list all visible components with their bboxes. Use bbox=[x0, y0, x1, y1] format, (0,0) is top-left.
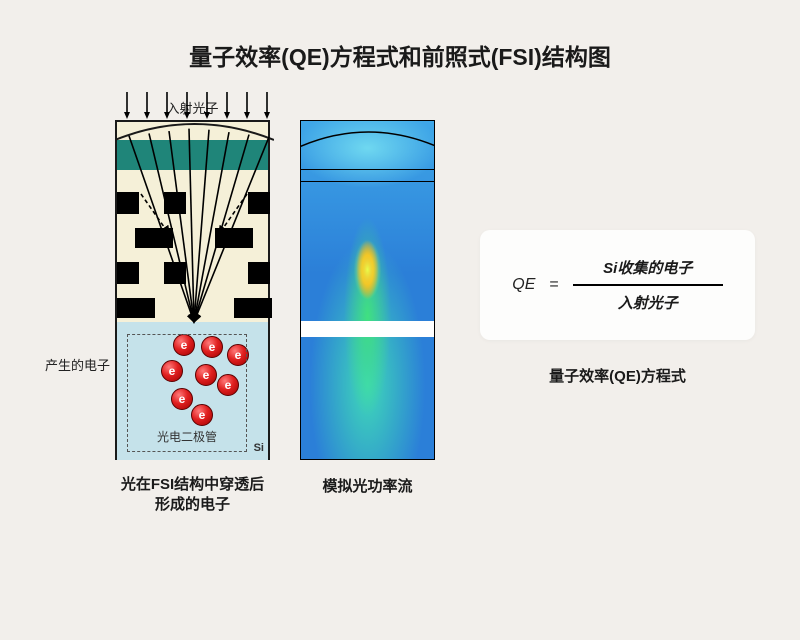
generated-electrons-label: 产生的电子 bbox=[40, 355, 110, 374]
eq-equals: = bbox=[549, 276, 558, 294]
eq-fraction: Si收集的电子 入射光子 bbox=[573, 255, 723, 315]
eq-lhs: QE bbox=[512, 276, 535, 294]
panel-a-caption: 光在FSI结构中穿透后 形成的电子 bbox=[100, 475, 285, 516]
equation-panel: QE = Si收集的电子 入射光子 量子效率(QE)方程式 bbox=[480, 230, 755, 340]
fsi-cross-section: eeeeeeee 光电二极管 Si bbox=[115, 120, 270, 460]
heatmap-gap bbox=[301, 321, 434, 329]
panel-a-caption-l2: 形成的电子 bbox=[155, 496, 230, 513]
incident-arrows bbox=[115, 92, 270, 120]
power-flow-heatmap bbox=[300, 120, 435, 460]
heatmap-guide-line bbox=[301, 169, 434, 170]
si-label: Si bbox=[254, 442, 264, 454]
heatmap-guide-line bbox=[301, 181, 434, 182]
eq-denominator: 入射光子 bbox=[606, 290, 690, 315]
page-title: 量子效率(QE)方程式和前照式(FSI)结构图 bbox=[0, 38, 800, 72]
panel-a-caption-l1: 光在FSI结构中穿透后 bbox=[121, 476, 264, 493]
panel-c-caption: 量子效率(QE)方程式 bbox=[480, 365, 755, 386]
eq-bar bbox=[573, 284, 723, 286]
heatmap-panel: 模拟光功率流 bbox=[300, 120, 435, 460]
heatmap-gap bbox=[301, 329, 434, 337]
eq-numerator: Si收集的电子 bbox=[591, 255, 704, 280]
qe-equation-box: QE = Si收集的电子 入射光子 bbox=[480, 230, 755, 340]
fsi-structure-panel: 入射光子 产生的电子 eeeeeeee 光电二极管 bbox=[115, 120, 270, 460]
photodiode-label: 光电二极管 bbox=[128, 428, 246, 445]
heatmap-lens-arc-icon bbox=[300, 125, 435, 159]
photodiode-box: 光电二极管 bbox=[127, 334, 247, 452]
panel-b-caption: 模拟光功率流 bbox=[290, 475, 445, 496]
